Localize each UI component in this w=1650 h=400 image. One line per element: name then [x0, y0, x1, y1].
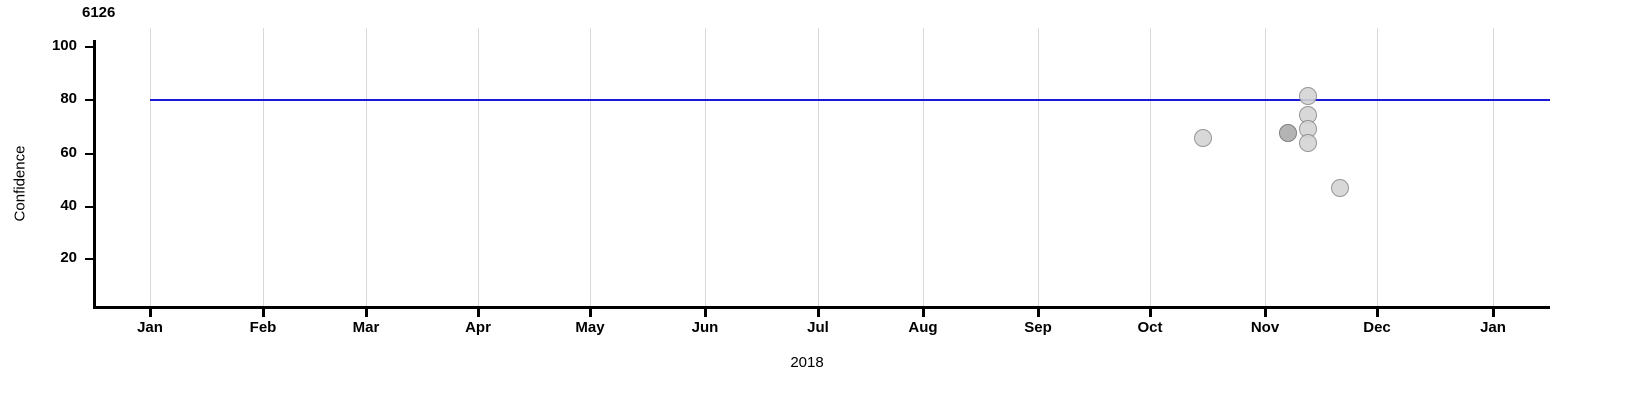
- x-axis-tick-label: Jan: [137, 319, 163, 336]
- x-axis-tick-label: Aug: [908, 319, 938, 336]
- y-axis-tick-label: 20: [60, 249, 77, 266]
- x-axis-tick-label: Apr: [465, 319, 491, 336]
- gridline-vertical: [1493, 28, 1494, 306]
- x-axis-title-wrap: 2018: [0, 354, 1650, 371]
- data-point[interactable]: [1299, 87, 1317, 105]
- gridline-vertical: [1265, 28, 1266, 306]
- data-point[interactable]: [1194, 129, 1212, 147]
- y-axis-tick: [85, 46, 93, 48]
- y-axis-line: [93, 40, 96, 308]
- x-axis-tick-label: Sep: [1024, 319, 1052, 336]
- gridline-vertical: [366, 28, 367, 306]
- chart-title: 6126: [82, 4, 116, 21]
- x-axis-tick-label: Mar: [352, 319, 380, 336]
- data-point[interactable]: [1331, 179, 1349, 197]
- y-axis-tick-label: 40: [60, 197, 77, 214]
- x-axis-tick-label: Oct: [1137, 319, 1163, 336]
- y-axis-tick-label: 80: [60, 90, 77, 107]
- x-axis-tick: [1264, 309, 1267, 317]
- gridline-vertical: [590, 28, 591, 306]
- x-axis-tick-label: Dec: [1363, 319, 1391, 336]
- data-point[interactable]: [1299, 134, 1317, 152]
- x-axis-tick-label: Jul: [807, 319, 829, 336]
- x-axis-tick-label: Feb: [249, 319, 277, 336]
- reference-line: [150, 99, 1550, 101]
- data-point[interactable]: [1279, 124, 1297, 142]
- x-axis-tick: [1149, 309, 1152, 317]
- x-axis-line: [93, 306, 1550, 309]
- y-axis-tick-label: 60: [60, 144, 77, 161]
- y-axis-tick-label: 100: [51, 37, 77, 54]
- gridline-vertical: [923, 28, 924, 306]
- gridline-vertical: [1377, 28, 1378, 306]
- gridline-vertical: [818, 28, 819, 306]
- gridline-vertical: [263, 28, 264, 306]
- gridline-vertical: [1150, 28, 1151, 306]
- gridline-vertical: [705, 28, 706, 306]
- y-axis-tick: [85, 206, 93, 208]
- x-axis-tick-label: May: [575, 319, 605, 336]
- x-axis-tick: [149, 309, 152, 317]
- gridline-vertical: [478, 28, 479, 306]
- x-axis-tick: [817, 309, 820, 317]
- x-axis-tick: [365, 309, 368, 317]
- x-axis-tick-label: Jan: [1480, 319, 1506, 336]
- y-axis-tick: [85, 153, 93, 155]
- x-axis-tick: [477, 309, 480, 317]
- x-axis-title: 2018: [790, 354, 824, 371]
- x-axis-tick: [1376, 309, 1379, 317]
- x-axis-tick: [262, 309, 265, 317]
- gridline-vertical: [150, 28, 151, 306]
- x-axis-tick: [1492, 309, 1495, 317]
- y-axis-tick: [85, 258, 93, 260]
- x-axis-tick: [922, 309, 925, 317]
- x-axis-tick: [704, 309, 707, 317]
- gridline-vertical: [1038, 28, 1039, 306]
- x-axis-tick: [1037, 309, 1040, 317]
- plot-area: [93, 28, 1550, 306]
- x-axis-tick-label: Jun: [691, 319, 719, 336]
- y-axis-tick: [85, 99, 93, 101]
- x-axis-tick: [589, 309, 592, 317]
- x-axis-tick-label: Nov: [1250, 319, 1280, 336]
- y-axis-label: Confidence: [11, 145, 29, 222]
